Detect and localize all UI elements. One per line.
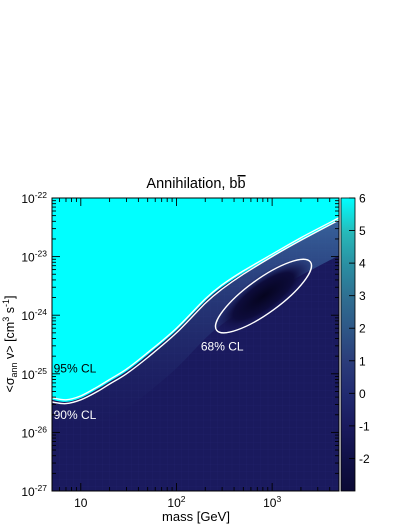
contour-label-90: 90% CL (54, 408, 97, 422)
x-axis-label: mass [GeV] (162, 509, 230, 524)
plot-frame (51, 197, 340, 492)
excluded-region (52, 198, 339, 402)
svg-text:Annihilation, bb: Annihilation, bb (146, 176, 245, 192)
svg-text:<σann v> [cm3 s-1]: <σann v> [cm3 s-1] (1, 296, 19, 393)
contour-lines (52, 217, 339, 405)
y-axis-label: <σann v> [cm3 s-1] (1, 296, 19, 393)
x-tick-label: 103 (263, 494, 281, 510)
colorbar-tick-label: 4 (359, 257, 366, 271)
colorbar-tick-label: 2 (359, 322, 366, 336)
contour-68 (214, 258, 313, 334)
y-tick-label: 10-27 (21, 483, 47, 499)
chart-title: Annihilation, bb (146, 176, 245, 192)
y-tick-label: 10-22 (21, 190, 47, 206)
y-tick-label: 10-26 (21, 424, 47, 440)
colorbar-ticks: 6 5 4 3 2 1 0 -1 -2 (349, 192, 370, 466)
x-tick-label: 10 (74, 496, 88, 510)
colorbar-tick-label: -2 (359, 452, 370, 466)
contour-95 (52, 217, 339, 401)
x-tick-label: 102 (167, 494, 185, 510)
y-tick-label: 10-25 (21, 366, 47, 382)
colorbar-tick-label: 1 (359, 354, 366, 368)
best-fit-minimum (213, 257, 314, 335)
colorbar-tick-label: -1 (359, 419, 370, 433)
contour-label-95: 95% CL (54, 362, 97, 376)
colorbar (340, 197, 356, 492)
colorbar-tick-label: 3 (359, 289, 366, 303)
contour-label-68: 68% CL (201, 339, 244, 353)
x-axis: 10 102 103 (51, 198, 340, 510)
y-tick-label: 10-23 (21, 249, 47, 265)
colorbar-tick-label: 5 (359, 224, 366, 238)
y-axis: 10-22 10-23 10-24 10-25 10-26 10-27 (21, 190, 339, 499)
heatmap-area (52, 198, 339, 491)
contour-90 (52, 219, 339, 405)
colorbar-tick-label: 6 (359, 192, 366, 206)
colorbar-tick-label: 0 (359, 387, 366, 401)
y-tick-label: 10-24 (21, 307, 47, 323)
